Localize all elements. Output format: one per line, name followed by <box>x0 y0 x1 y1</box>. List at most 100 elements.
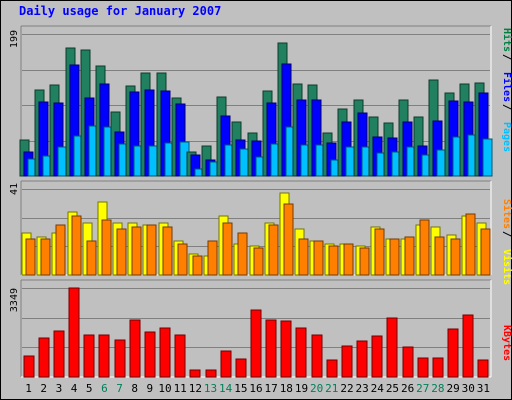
x-tick-label: 10 <box>158 382 171 395</box>
bar-pages-day-31 <box>482 138 493 177</box>
x-tick-label: 9 <box>147 382 154 395</box>
legend-separator: / <box>501 104 512 110</box>
x-tick-label: 2 <box>40 382 47 395</box>
x-tick-label: 4 <box>71 382 78 395</box>
x-tick-label: 20 <box>310 382 323 395</box>
bar-sites-day-26 <box>404 236 415 276</box>
x-tick-label: 14 <box>219 382 233 395</box>
bar-sites-day-10 <box>162 226 173 276</box>
bar-sites-day-27 <box>419 219 430 276</box>
x-tick-label: 19 <box>295 382 308 395</box>
x-tick-label: 27 <box>416 382 429 395</box>
bar-kbytes-day-18 <box>280 320 292 378</box>
bar-sites-day-23 <box>359 247 370 276</box>
chart-title: Daily usage for January 2007 <box>19 4 222 18</box>
bar-sites-day-8 <box>131 226 142 276</box>
bar-kbytes-day-1 <box>23 355 35 378</box>
bar-kbytes-day-6 <box>98 334 110 378</box>
x-tick-label: 8 <box>131 382 138 395</box>
x-tick-label: 24 <box>371 382 385 395</box>
bar-kbytes-day-14 <box>220 350 232 378</box>
bar-sites-day-25 <box>389 238 400 276</box>
bar-kbytes-day-7 <box>114 339 126 378</box>
x-tick-label: 1 <box>25 382 32 395</box>
x-tick-label: 23 <box>356 382 369 395</box>
bar-kbytes-day-24 <box>371 335 383 378</box>
legend-separator: / <box>501 231 512 237</box>
bar-sites-day-18 <box>283 203 294 276</box>
bar-sites-day-28 <box>434 236 445 276</box>
bar-sites-day-24 <box>374 228 385 276</box>
x-tick-label: 22 <box>340 382 353 395</box>
bar-sites-day-30 <box>465 213 476 276</box>
bar-sites-day-31 <box>480 228 491 276</box>
bar-sites-day-9 <box>146 224 157 276</box>
bar-kbytes-day-5 <box>83 334 95 378</box>
y-max-label: 41 <box>9 183 20 195</box>
bar-kbytes-day-11 <box>174 334 186 378</box>
x-tick-label: 30 <box>462 382 475 395</box>
legend-kbytes: KBytes <box>501 325 512 361</box>
bar-kbytes-day-2 <box>38 337 50 378</box>
x-tick-label: 25 <box>386 382 399 395</box>
bar-sites-day-1 <box>25 238 36 276</box>
x-tick-label: 12 <box>189 382 202 395</box>
bar-kbytes-day-16 <box>250 309 262 378</box>
bar-kbytes-day-20 <box>311 334 323 378</box>
bar-kbytes-day-9 <box>144 331 156 378</box>
x-tick-label: 29 <box>446 382 459 395</box>
x-tick-label: 15 <box>234 382 247 395</box>
legend-separator: / <box>501 54 512 60</box>
x-tick-label: 31 <box>477 382 490 395</box>
bar-sites-day-13 <box>207 240 218 276</box>
legend-hits: Hits <box>501 28 512 52</box>
bar-kbytes-day-23 <box>356 340 368 378</box>
bar-sites-day-2 <box>40 238 51 276</box>
bar-sites-day-5 <box>86 240 97 276</box>
bar-kbytes-day-17 <box>265 319 277 378</box>
bar-sites-day-11 <box>177 243 188 276</box>
x-tick-label: 18 <box>280 382 293 395</box>
bar-sites-day-3 <box>55 224 66 276</box>
legend-files: Files <box>501 72 512 102</box>
bar-sites-day-6 <box>101 219 112 276</box>
x-tick-label: 16 <box>249 382 262 395</box>
bar-kbytes-day-3 <box>53 330 65 378</box>
x-tick-label: 21 <box>325 382 338 395</box>
bar-sites-day-21 <box>328 245 339 276</box>
x-tick-label: 28 <box>431 382 444 395</box>
bar-kbytes-day-19 <box>295 327 307 378</box>
bar-sites-day-15 <box>237 232 248 276</box>
bar-kbytes-day-28 <box>432 357 444 378</box>
bar-sites-day-7 <box>116 228 127 276</box>
x-tick-label: 26 <box>401 382 414 395</box>
bar-kbytes-day-26 <box>402 346 414 378</box>
bar-sites-day-4 <box>71 215 82 276</box>
bar-sites-day-19 <box>298 238 309 276</box>
bar-sites-day-17 <box>268 224 279 276</box>
bar-kbytes-day-15 <box>235 358 247 378</box>
x-tick-label: 11 <box>174 382 187 395</box>
legend-pages: Pages <box>501 122 512 152</box>
bar-sites-day-14 <box>222 222 233 276</box>
bar-kbytes-day-31 <box>477 359 489 378</box>
bar-kbytes-day-8 <box>129 319 141 378</box>
bar-kbytes-day-13 <box>205 369 217 378</box>
y-max-label: 3349 <box>9 288 20 312</box>
bar-kbytes-day-30 <box>462 314 474 378</box>
bar-kbytes-day-29 <box>447 328 459 378</box>
y-max-label: 199 <box>9 30 20 48</box>
bar-kbytes-day-12 <box>189 369 201 378</box>
legend-visits: Visits <box>501 249 512 285</box>
bar-kbytes-day-10 <box>159 327 171 378</box>
x-tick-label: 13 <box>204 382 217 395</box>
bar-kbytes-day-27 <box>417 357 429 378</box>
x-tick-label: 3 <box>56 382 63 395</box>
bar-sites-day-16 <box>253 247 264 276</box>
bar-sites-day-22 <box>343 243 354 276</box>
bar-kbytes-day-25 <box>386 317 398 378</box>
bar-sites-day-29 <box>450 238 461 276</box>
x-tick-label: 5 <box>86 382 93 395</box>
bar-sites-day-20 <box>313 240 324 276</box>
